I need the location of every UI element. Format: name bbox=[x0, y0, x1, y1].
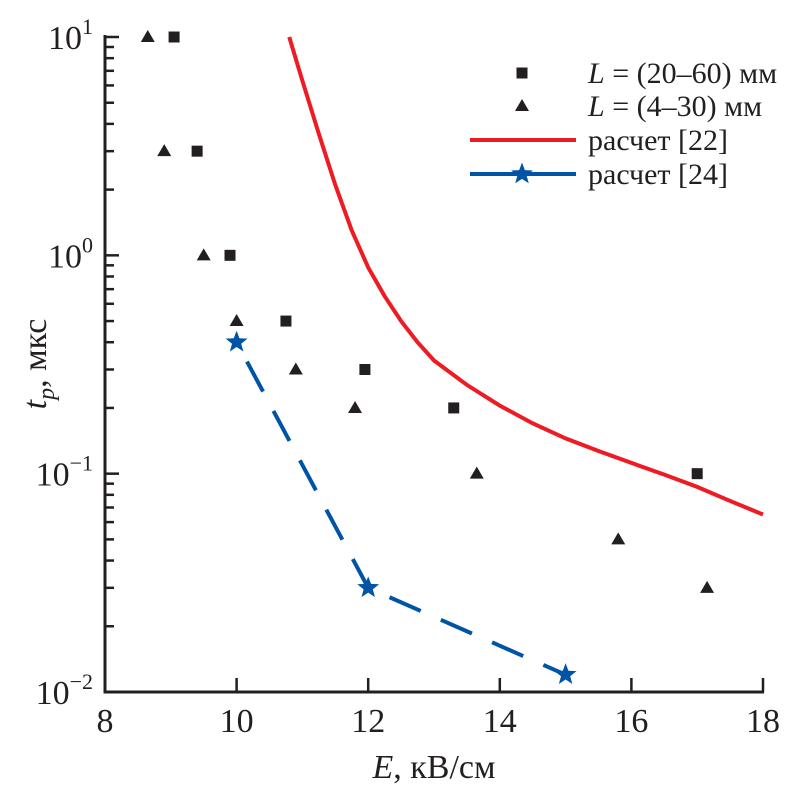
y-tick-label: 10−1 bbox=[36, 451, 93, 494]
legend-swatch-marker bbox=[515, 99, 529, 111]
ticks bbox=[103, 35, 765, 694]
legend-label-text: = (20–60) мм bbox=[605, 57, 777, 90]
legend-label-text: расчет [24] bbox=[588, 158, 728, 191]
series-4-point bbox=[554, 663, 577, 685]
series-3-line bbox=[287, 36, 764, 517]
series-4-line bbox=[234, 341, 567, 677]
y-tick-label-exp: 0 bbox=[82, 232, 93, 257]
y-axis-label: tp, мкс bbox=[17, 319, 60, 410]
series-3 bbox=[287, 36, 764, 517]
y-axis-label-sub: p bbox=[34, 388, 60, 402]
y-tick-label: 101 bbox=[48, 14, 93, 57]
legend-label: L = (4–30) мм bbox=[587, 90, 762, 123]
series-4-point bbox=[357, 576, 380, 598]
legend-label-text: = (4–30) мм bbox=[605, 90, 762, 123]
legend-swatch-marker bbox=[516, 67, 528, 79]
legend-label: L = (20–60) мм bbox=[587, 57, 777, 90]
series-1-point bbox=[691, 468, 703, 480]
x-axis-label: E, кВ/см bbox=[371, 749, 495, 786]
x-tick-label: 8 bbox=[97, 703, 114, 740]
x-tick-label: 12 bbox=[351, 703, 385, 740]
legend-label-var: L bbox=[587, 90, 605, 123]
plot-area bbox=[140, 30, 764, 685]
series-1-point bbox=[168, 31, 180, 43]
axes bbox=[103, 35, 764, 694]
series-1 bbox=[168, 31, 703, 480]
series-2-point bbox=[196, 248, 211, 261]
series-2-point bbox=[157, 144, 172, 157]
series-2 bbox=[140, 30, 715, 593]
series-2-point bbox=[700, 580, 715, 593]
legend-item-4: расчет [24] bbox=[470, 158, 728, 191]
series-1-point bbox=[224, 249, 236, 261]
series-2-point bbox=[288, 362, 303, 375]
x-tick-label: 18 bbox=[746, 703, 780, 740]
y-tick-label-exp: −2 bbox=[70, 669, 93, 694]
series-4-point bbox=[225, 330, 248, 352]
series-4 bbox=[225, 330, 577, 685]
x-tick-label: 14 bbox=[483, 703, 517, 740]
y-axis-label-unit: , мкс bbox=[17, 319, 54, 388]
y-tick-label: 100 bbox=[48, 232, 93, 275]
y-tick-label-exp: 1 bbox=[82, 14, 93, 39]
y-axis-label-var: t bbox=[17, 398, 54, 409]
legend-label: расчет [22] bbox=[588, 124, 728, 157]
y-tick-label-base: 10 bbox=[36, 457, 70, 494]
series-1-point bbox=[359, 363, 371, 375]
x-tick-label: 16 bbox=[614, 703, 648, 740]
series-1-point bbox=[191, 145, 203, 157]
series-2-point bbox=[140, 30, 155, 42]
y-tick-label-base: 10 bbox=[36, 675, 70, 712]
series-1-point bbox=[448, 402, 460, 414]
y-tick-label-base: 10 bbox=[48, 238, 82, 275]
series-2-point bbox=[348, 400, 363, 413]
x-tick-label: 10 bbox=[220, 703, 254, 740]
x-axis-label-var: E bbox=[371, 749, 393, 786]
legend-item-2: L = (4–30) мм bbox=[515, 90, 762, 123]
y-tick-label: 10−2 bbox=[36, 669, 93, 712]
series-2-point bbox=[611, 532, 626, 545]
legend-label-text: расчет [22] bbox=[588, 124, 728, 157]
legend-item-3: расчет [22] bbox=[470, 124, 728, 157]
y-tick-label-base: 10 bbox=[48, 20, 82, 57]
legend-label: расчет [24] bbox=[588, 158, 728, 191]
x-axis-label-unit: , кВ/см bbox=[393, 749, 495, 786]
legend-label-var: L bbox=[587, 57, 605, 90]
series-2-point bbox=[469, 466, 484, 479]
series-1-point bbox=[280, 315, 292, 327]
y-tick-label-exp: −1 bbox=[70, 451, 93, 476]
legend-swatch-marker bbox=[511, 162, 533, 184]
series-2-point bbox=[229, 314, 244, 327]
legend-item-1: L = (20–60) мм bbox=[516, 57, 777, 90]
